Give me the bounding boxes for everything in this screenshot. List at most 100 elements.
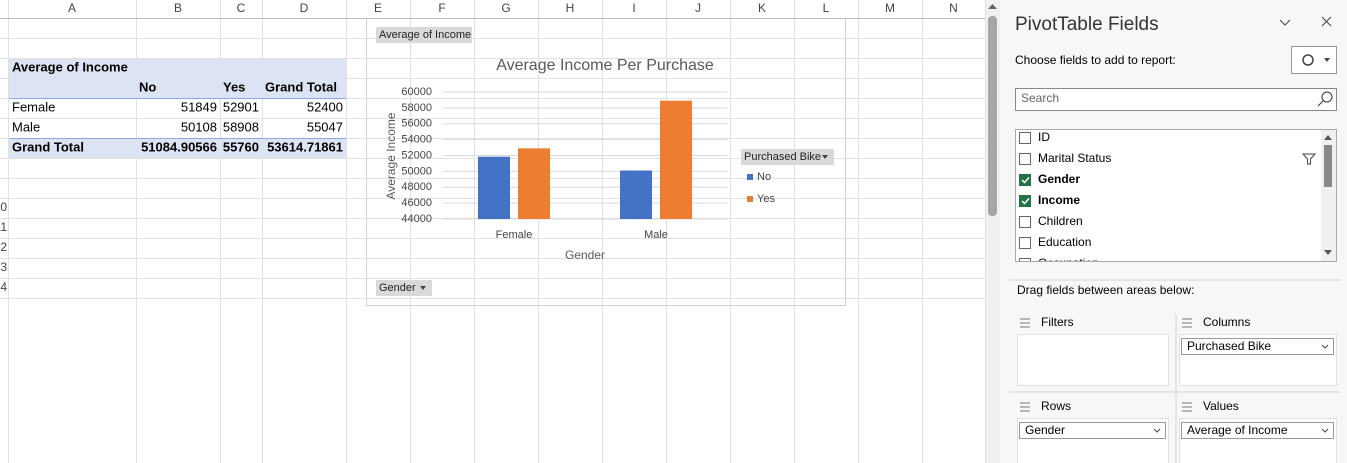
y-tick-label: 52000 <box>401 149 432 161</box>
bar <box>620 170 652 219</box>
pivot-row-label: Grand Total <box>12 139 84 154</box>
value-button[interactable] <box>376 27 472 43</box>
area-item[interactable] <box>1181 338 1334 355</box>
legend-swatch <box>747 196 753 202</box>
area-item[interactable] <box>1019 422 1166 439</box>
area-item-label: Average of Income <box>1187 423 1288 437</box>
y-tick-label: 48000 <box>401 181 432 193</box>
column-header: I <box>632 1 635 15</box>
column-header: B <box>174 1 182 15</box>
legend-caret <box>822 155 828 159</box>
row-header: 10 <box>0 200 7 214</box>
area-item-caret <box>1153 428 1161 433</box>
row-header: 12 <box>0 240 7 254</box>
pivot-value: 55760 <box>223 139 259 154</box>
column-header: A <box>68 1 76 15</box>
pivot-col-header: Yes <box>223 79 245 94</box>
pane-title: PivotTable Fields <box>1015 14 1159 35</box>
y-tick-label: 56000 <box>401 118 432 130</box>
checkbox[interactable] <box>1019 132 1031 144</box>
axis-button[interactable] <box>376 280 432 296</box>
area-item[interactable] <box>1181 422 1334 439</box>
x-axis-title: Gender <box>565 248 605 262</box>
pivot-title-bg <box>9 59 346 98</box>
area-label: Filters <box>1041 315 1074 329</box>
column-header: N <box>949 1 958 15</box>
y-tick-label: 44000 <box>401 213 432 225</box>
area-icon <box>1182 402 1192 412</box>
scroll-up[interactable] <box>988 4 997 9</box>
axis-button-label: Gender <box>379 282 416 294</box>
scroll-thumb[interactable] <box>988 16 997 216</box>
field-label: Income <box>1038 193 1080 207</box>
pivot-value: 55047 <box>307 119 343 134</box>
checkbox[interactable] <box>1019 174 1031 186</box>
checkbox[interactable] <box>1019 237 1031 249</box>
row-header: 11 <box>0 220 7 234</box>
field-label: ID <box>1038 130 1050 144</box>
checkbox[interactable] <box>1019 195 1031 207</box>
legend-label: Yes <box>757 193 775 205</box>
pivot-value: 58908 <box>223 119 259 134</box>
bar <box>518 148 550 219</box>
pivot-value: 51849 <box>181 99 217 114</box>
area-item-label: Purchased Bike <box>1187 339 1271 353</box>
area-item-caret <box>1321 344 1329 349</box>
column-header: M <box>885 1 895 15</box>
pivot-col-header: No <box>139 79 156 94</box>
area-icon <box>1020 318 1030 328</box>
gear-button[interactable] <box>1291 46 1337 74</box>
area-label: Values <box>1203 399 1239 413</box>
pane-menu[interactable] <box>1279 19 1291 26</box>
x-tick-label: Male <box>644 229 668 241</box>
pivot-row-label: Male <box>12 119 40 134</box>
area-box <box>1017 334 1169 386</box>
checkbox[interactable] <box>1019 153 1031 165</box>
y-axis-title: Average Income <box>384 112 398 199</box>
column-header: L <box>823 1 830 15</box>
check <box>1021 176 1030 184</box>
column-header: K <box>758 1 766 15</box>
x-tick-label: Female <box>496 229 533 241</box>
pivot-value: 53614.71861 <box>267 139 343 154</box>
pivot-row-label: Female <box>12 99 55 114</box>
check <box>1021 197 1030 205</box>
area-item-caret <box>1321 428 1329 433</box>
area-icon <box>1020 402 1030 412</box>
column-header: E <box>374 1 382 15</box>
column-header: G <box>501 1 510 15</box>
group: ID Marital Status Gender Income Children Educ… <box>1019 130 1111 270</box>
column-header: D <box>300 1 309 15</box>
group: 10 11 12 13 14 <box>0 200 7 294</box>
pivot-value: 52901 <box>223 99 259 114</box>
pivot-col-header: Grand Total <box>265 79 337 94</box>
legend-button-label: Purchased Bike <box>744 151 821 163</box>
row-header: 13 <box>0 260 7 274</box>
search-box[interactable] <box>1015 88 1337 111</box>
field-label: Gender <box>1038 172 1080 186</box>
gear-icon <box>1302 54 1314 66</box>
field-label: Children <box>1038 214 1083 228</box>
y-tick-label: 50000 <box>401 165 432 177</box>
pane-subtitle: Choose fields to add to report: <box>1015 53 1176 67</box>
area-icon <box>1182 318 1192 328</box>
field-label: Education <box>1038 235 1091 249</box>
row-header: 14 <box>0 280 7 294</box>
drag-hint: Drag fields between areas below: <box>1017 283 1194 297</box>
list-thumb[interactable] <box>1324 145 1332 187</box>
checkbox[interactable] <box>1019 258 1031 270</box>
pane-close[interactable] <box>1321 16 1332 27</box>
chart-title: Average Income Per Purchase <box>496 57 714 74</box>
field-label: Marital Status <box>1038 151 1111 165</box>
search-placeholder: Search <box>1021 91 1059 105</box>
legend-button[interactable] <box>741 149 834 165</box>
bar <box>660 100 692 219</box>
y-tick-label: 54000 <box>401 134 432 146</box>
column-header: H <box>566 1 575 15</box>
filter-icon <box>1301 153 1317 165</box>
gear-caret <box>1324 58 1330 62</box>
column-header: J <box>695 1 701 15</box>
pivot-value: 52400 <box>307 99 343 114</box>
checkbox[interactable] <box>1019 216 1031 228</box>
